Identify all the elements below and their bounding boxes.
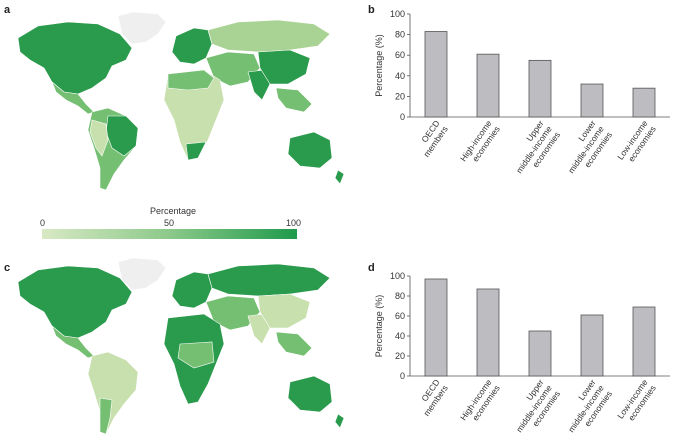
x-tick-label: High-incomeeconomies [458,377,502,428]
bar-chart-d: 0 20 40 60 80 100 Percentage (%) OECDmembers Hig… [374,271,670,438]
colorbar-title: Percentage [150,206,197,216]
panel-label-a: a [4,4,11,16]
map-russia [207,263,331,297]
y-tick-label: 40 [395,71,405,81]
panel-label-d: d [368,262,375,274]
map-southeast-asia [275,87,313,113]
map-north-africa [167,69,215,91]
x-tick-label: Uppermiddle-incomeeconomies [506,118,562,181]
world-map-a [17,11,345,191]
bar [476,53,500,118]
map-argentina [99,397,113,435]
y-tick-label: 40 [395,331,405,341]
panel-label-b: b [368,4,375,16]
colorbar-tick-0: 0 [40,218,46,228]
map-australia [287,375,333,413]
x-tick-label: Uppermiddle-incomeeconomies [506,377,562,438]
y-tick-label: 80 [395,291,405,301]
map-andes [89,119,109,157]
map-southeast-asia [275,331,313,357]
map-south-africa [185,141,207,161]
map-china [257,49,311,85]
y-tick-label: 60 [395,311,405,321]
y-tick-label: 100 [390,9,405,19]
y-axis-label: Percentage (%) [374,34,384,97]
map-greenland [117,258,167,291]
map-south-america [87,351,139,435]
bar [580,83,604,118]
y-tick-label: 20 [395,351,405,361]
x-tick-label: Lowermiddle-incomeeconomies [558,118,614,181]
bar [580,314,604,377]
x-tick-label: High-incomeeconomies [458,118,502,169]
colorbar [42,229,297,239]
map-australia [287,131,333,169]
y-tick-label: 60 [395,50,405,60]
y-tick-label: 100 [390,271,405,281]
map-central-america [51,81,95,115]
bar [424,278,448,377]
map-north-america [17,21,133,95]
map-africa [163,69,225,161]
colorbar-tick-100: 100 [286,218,302,228]
x-tick-label: Lowermiddle-incomeeconomies [558,377,614,438]
y-tick-label: 20 [395,91,405,101]
bar [528,330,552,377]
world-map-c [17,258,345,435]
bar-chart-b: 0 20 40 60 80 100 Percentage (%) OECDmembers Hig… [374,9,670,181]
map-central-africa [177,341,215,369]
map-new-zealand [334,413,345,429]
y-tick-label: 0 [400,371,405,381]
map-greenland [117,11,167,45]
bar [528,59,552,118]
map-russia [207,19,331,53]
map-central-america [51,325,95,359]
map-china [257,293,311,329]
y-tick-label: 80 [395,30,405,40]
x-tick-label: Low-incomeeconomies [615,118,658,167]
bar [632,306,656,377]
map-new-zealand [334,169,345,185]
map-north-america [17,265,133,339]
bar [632,87,656,118]
x-tick-label: OECDmembers [413,118,450,159]
colorbar-tick-50: 50 [164,218,175,228]
bar [424,31,448,118]
y-axis-label: Percentage (%) [374,295,384,358]
x-tick-label: OECDmembers [413,377,450,418]
panel-label-c: c [4,262,11,274]
y-tick-label: 0 [400,112,405,122]
bar [476,288,500,377]
x-tick-label: Low-incomeeconomies [615,377,658,426]
